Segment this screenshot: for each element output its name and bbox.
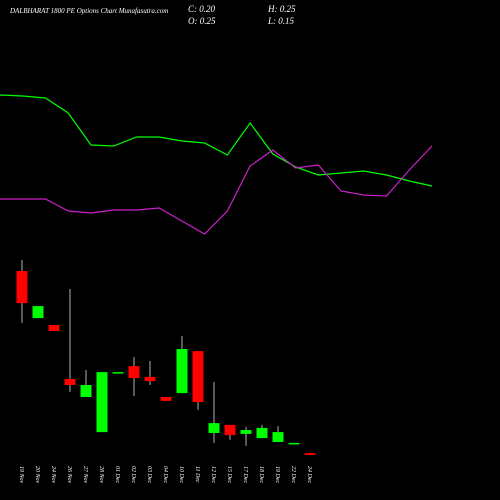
candle-body <box>128 366 140 379</box>
candle-body <box>224 424 236 436</box>
x-tick-label: 22 Dec <box>290 466 296 483</box>
x-tick-label: 19 Dec <box>274 466 280 483</box>
stat-close: C: 0.20 <box>188 4 216 14</box>
x-tick-label: 20 Nov <box>34 466 40 484</box>
x-tick-label: 27 Nov <box>82 466 88 484</box>
candle-body <box>48 325 60 331</box>
candle-body <box>240 430 252 434</box>
x-tick-label: 26 Nov <box>66 466 72 484</box>
x-tick-label: 15 Dec <box>226 466 232 483</box>
candle-body <box>112 372 124 374</box>
candle-body <box>208 423 220 433</box>
stat-high: H: 0.25 <box>267 4 296 14</box>
x-tick-label: 28 Nov <box>98 466 104 484</box>
stat-open: O: 0.25 <box>188 16 216 26</box>
x-tick-label: 19 Nov <box>18 466 24 484</box>
x-tick-label: 12 Dec <box>210 466 216 483</box>
candle-body <box>256 427 268 439</box>
x-tick-label: 18 Dec <box>258 466 264 483</box>
candle-body <box>304 453 316 455</box>
candle-body <box>96 372 108 433</box>
indicator-line <box>0 94 433 187</box>
candle-body <box>160 397 172 401</box>
candle-body <box>192 351 204 403</box>
candle-body <box>64 379 76 385</box>
x-tick-label: 02 Dec <box>130 466 136 483</box>
candle-body <box>16 271 28 304</box>
x-tick-label: 17 Dec <box>242 466 248 483</box>
x-tick-label: 11 Dec <box>194 466 200 483</box>
candle-body <box>176 349 188 394</box>
x-tick-label: 24 Dec <box>306 466 313 483</box>
stat-low: L: 0.15 <box>267 16 295 26</box>
x-tick-label: 24 Nov <box>50 466 57 484</box>
candle-body <box>32 306 44 319</box>
x-tick-label: 04 Dec <box>162 466 169 483</box>
candle-body <box>272 432 284 442</box>
chart-title: DALBHARAT 1800 PE Options Chart Munafasu… <box>9 7 168 15</box>
x-tick-label: 03 Dec <box>146 466 152 483</box>
candle-body <box>144 376 156 382</box>
candle-body <box>80 385 92 397</box>
x-tick-label: 01 Dec <box>114 466 120 483</box>
indicator-line <box>0 145 433 235</box>
x-tick-label: 10 Dec <box>178 466 184 483</box>
candle-body <box>288 442 300 445</box>
